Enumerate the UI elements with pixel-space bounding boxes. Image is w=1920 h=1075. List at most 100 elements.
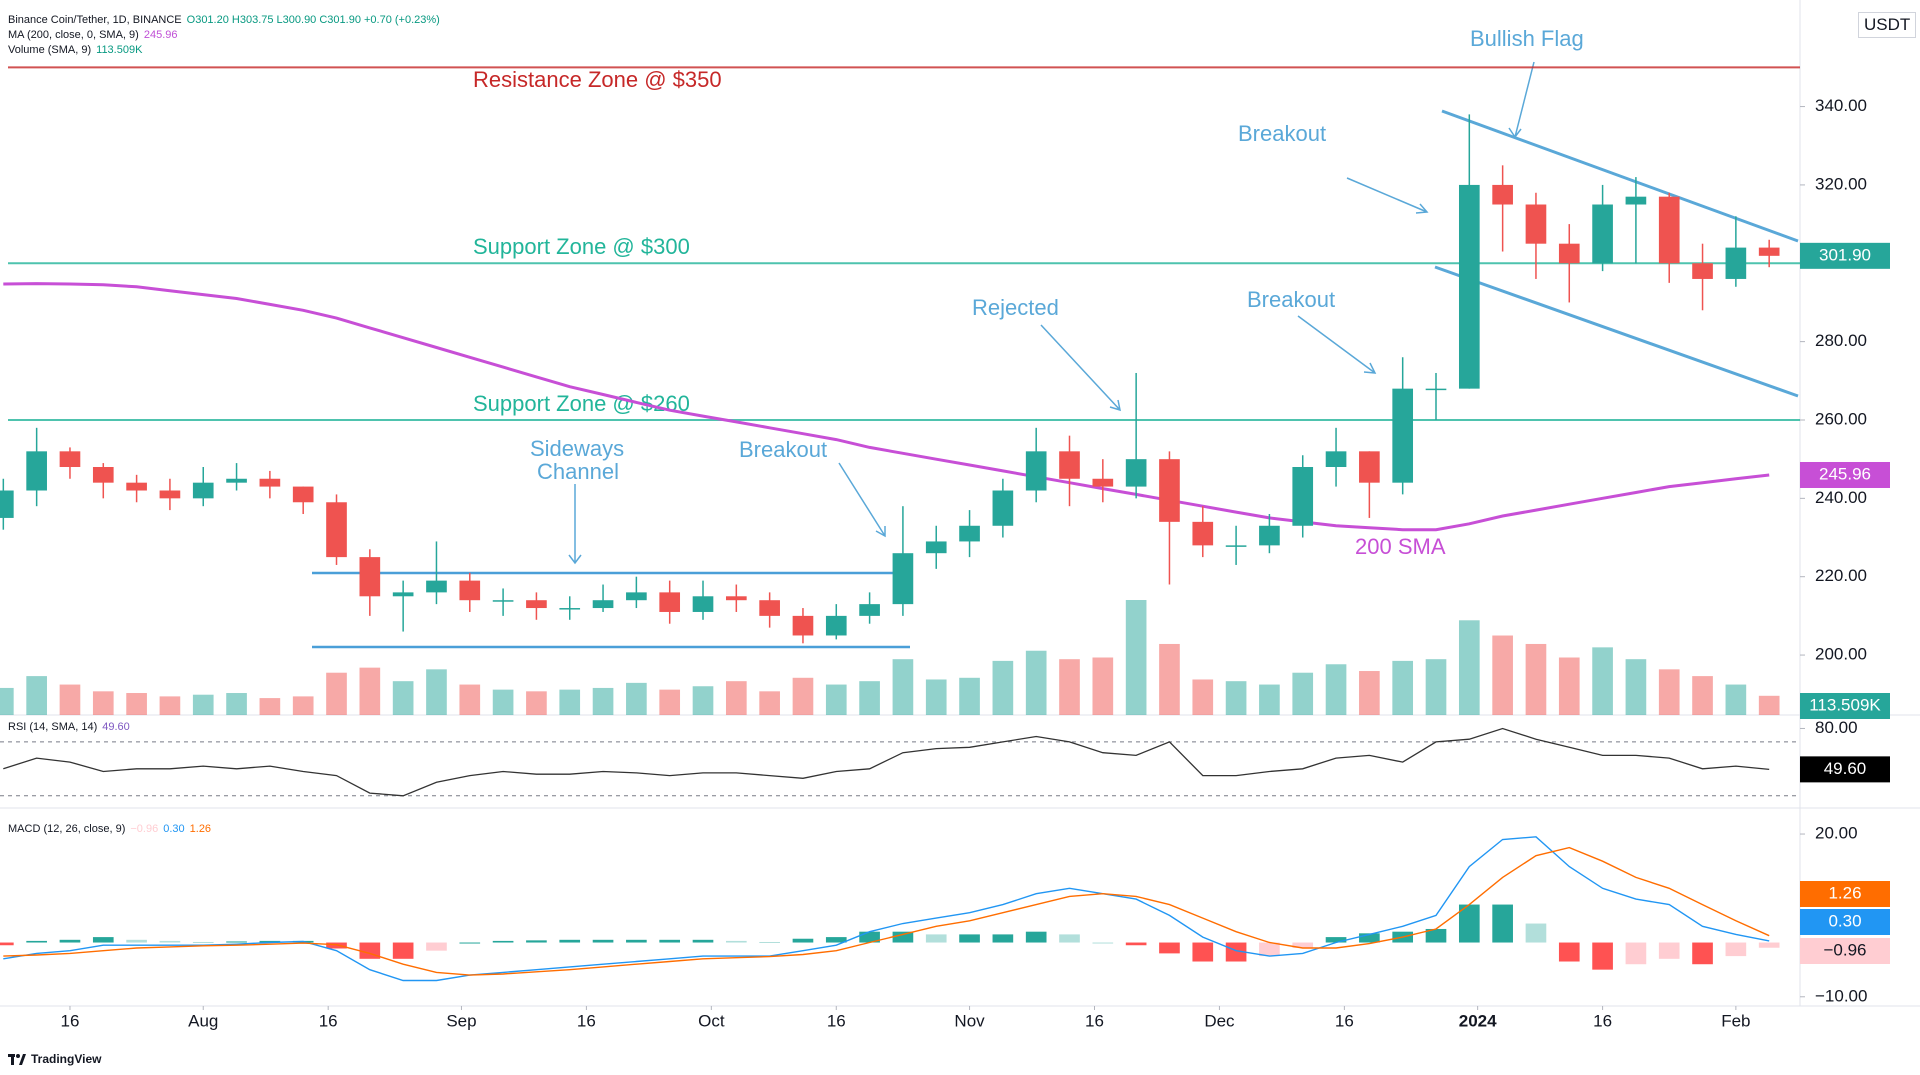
macd-histogram-bar xyxy=(1359,933,1380,943)
arrow xyxy=(1508,61,1535,139)
candle-body xyxy=(526,600,547,609)
macd-histogram-bar xyxy=(226,941,247,943)
level-label: Support Zone @ $300 xyxy=(473,234,690,259)
ma-header: MA (200, close, 0, SMA, 9) 245.96 xyxy=(8,29,183,41)
arrow xyxy=(1297,315,1377,374)
y-tick-label: −10.00 xyxy=(1815,986,1867,1005)
macd-histogram-bar xyxy=(159,940,181,943)
volume-bar xyxy=(526,691,547,715)
ohlc: O301.20 H303.75 L300.90 C301.90 +0.70 (+… xyxy=(186,14,440,26)
macd-histogram-bar xyxy=(1325,937,1347,943)
volume-bar xyxy=(292,696,314,715)
y-tick-label: 200.00 xyxy=(1815,645,1867,664)
candle-body xyxy=(559,608,581,610)
volume-bar xyxy=(1492,635,1513,715)
macd-histogram-bar xyxy=(1758,942,1780,948)
candle-body xyxy=(1592,204,1613,264)
candle-body xyxy=(1758,247,1780,256)
candle-body xyxy=(1525,204,1547,244)
volume-bar xyxy=(1025,650,1047,715)
candle-body xyxy=(1092,478,1114,487)
macd-histogram-bar xyxy=(1592,942,1613,970)
volume-bar xyxy=(1359,671,1380,715)
volume-bar xyxy=(692,686,714,715)
macd-histogram-bar xyxy=(1692,942,1713,965)
rsi-legend-value: 49.60 xyxy=(102,721,130,733)
macd-histogram-bar xyxy=(1092,942,1114,944)
volume-header: Volume (SMA, 9) 113.509K xyxy=(8,44,147,56)
macd-histogram-bar xyxy=(426,942,447,951)
candle-body xyxy=(126,482,147,491)
ma-tag: 245.96 xyxy=(1819,464,1871,483)
macd-histogram-bar xyxy=(1225,942,1247,962)
histogram-tag: −0.96 xyxy=(1823,940,1866,959)
volume-bar xyxy=(326,672,347,715)
candle-body xyxy=(725,596,747,601)
annotation: Bullish Flag xyxy=(1470,26,1584,51)
volume-bar xyxy=(226,693,247,715)
ma-line xyxy=(3,282,1770,532)
currency-button[interactable]: USDT xyxy=(1858,12,1917,38)
y-tick-label: 320.00 xyxy=(1815,174,1867,193)
macd-histogram-bar xyxy=(559,939,581,943)
x-tick-label: Dec xyxy=(1204,1011,1235,1030)
macd-histogram-bar xyxy=(1525,923,1547,943)
level-label: Resistance Zone @ $350 xyxy=(473,67,722,92)
y-tick-label: 280.00 xyxy=(1815,331,1867,350)
arrow xyxy=(568,484,582,565)
candle-body xyxy=(292,486,314,503)
macd-histogram-bar xyxy=(626,939,647,943)
volume-bar xyxy=(626,682,647,715)
volume-bar xyxy=(0,687,14,715)
volume-bar xyxy=(825,684,847,715)
candle-body xyxy=(1425,388,1447,391)
volume-bar xyxy=(659,689,681,715)
signal-legend-value: 1.26 xyxy=(189,823,212,835)
y-tick-label: 340.00 xyxy=(1815,96,1867,115)
arrow xyxy=(1346,177,1429,214)
x-tick-label: 16 xyxy=(577,1011,596,1030)
candle-body xyxy=(959,525,980,542)
macd-histogram-bar xyxy=(492,940,514,943)
rsi-line xyxy=(3,727,1770,797)
candle-body xyxy=(825,615,847,636)
candle-body xyxy=(1292,467,1314,526)
candle-body xyxy=(1225,545,1247,547)
macd-tag-bg xyxy=(1800,909,1890,935)
macd-histogram-bar xyxy=(825,937,847,943)
x-tick-label: Sep xyxy=(446,1011,476,1030)
volume-bar xyxy=(1225,681,1247,715)
volume-bar xyxy=(1392,660,1414,715)
candle-body xyxy=(592,600,614,609)
candle-body xyxy=(1159,459,1180,522)
macd-histogram-bar xyxy=(1492,904,1513,943)
x-tick-label: Oct xyxy=(698,1011,725,1030)
candle-body xyxy=(1192,521,1214,546)
volume-bar xyxy=(59,684,81,715)
candle-body xyxy=(492,600,514,602)
candle-body xyxy=(92,467,114,483)
candle-body xyxy=(1259,525,1280,546)
candle-body xyxy=(759,600,780,616)
x-tick-label: Feb xyxy=(1721,1011,1750,1030)
macd-tag: 0.30 xyxy=(1828,911,1861,930)
volume-bar xyxy=(26,676,47,715)
volume-bar xyxy=(359,667,381,715)
price-tag-bg xyxy=(1800,242,1890,269)
volume-bar xyxy=(492,689,514,715)
x-tick-label: Nov xyxy=(954,1011,985,1030)
volume-bar xyxy=(725,681,747,715)
hist-legend-value: −0.96 xyxy=(130,823,159,835)
macd-histogram-bar xyxy=(59,939,81,943)
volume-bar xyxy=(459,684,481,715)
macd-histogram-bar xyxy=(1292,942,1314,948)
candle-body xyxy=(26,451,47,491)
candle-body xyxy=(192,482,214,499)
candle-body xyxy=(426,580,447,593)
candle-body xyxy=(0,490,14,518)
macd-histogram-bar xyxy=(1558,942,1580,962)
macd-histogram-bar xyxy=(1725,942,1747,957)
candle-body xyxy=(359,557,381,597)
macd-histogram-bar xyxy=(192,941,214,943)
